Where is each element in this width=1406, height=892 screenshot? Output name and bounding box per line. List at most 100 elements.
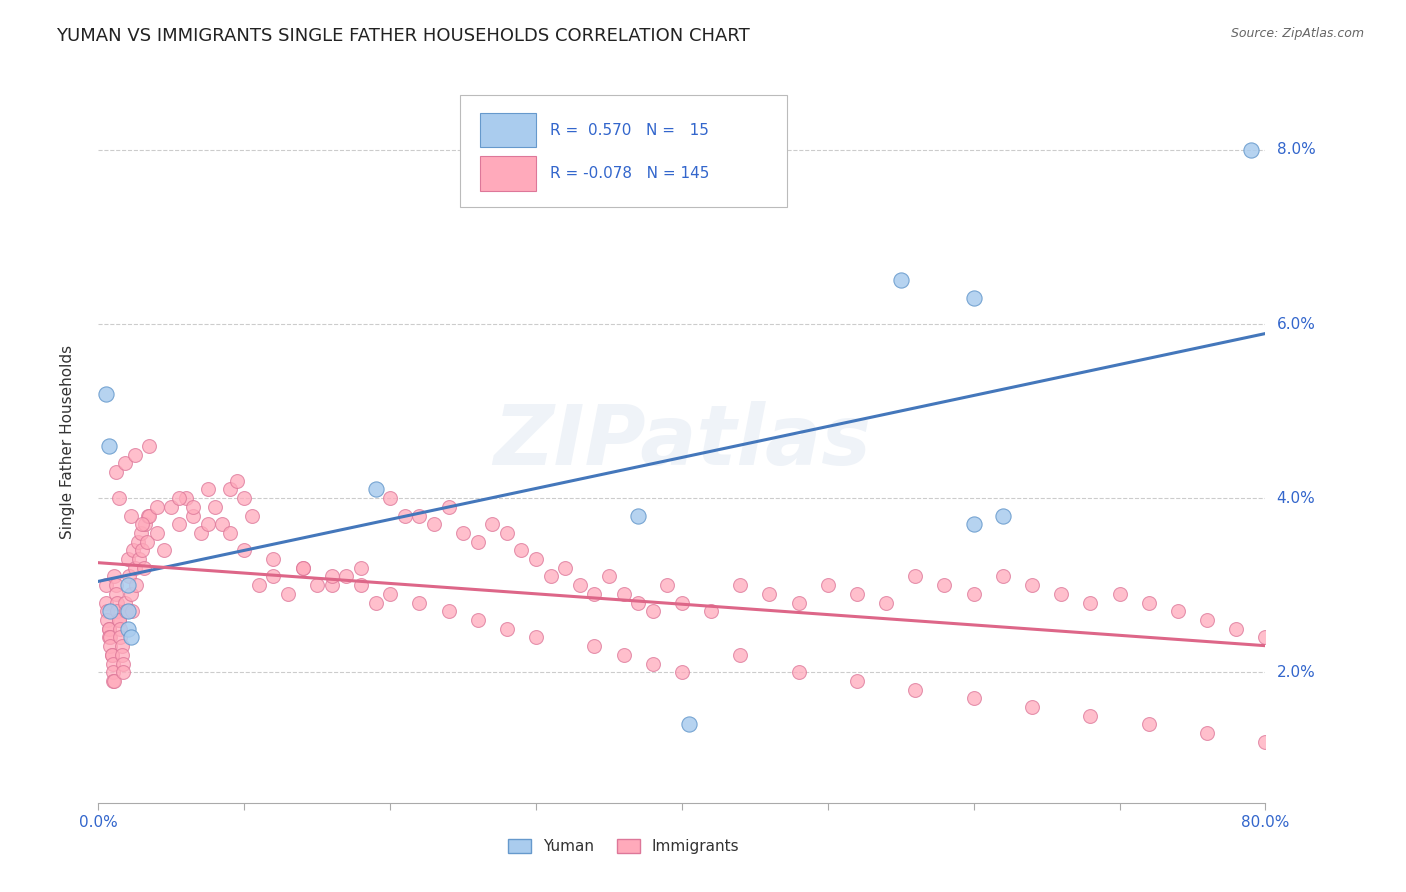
Point — [554, 561, 576, 575]
Point — [496, 622, 519, 636]
Point — [1021, 578, 1043, 592]
Point — [641, 657, 664, 671]
Point — [1021, 700, 1043, 714]
Point — [730, 578, 752, 592]
Point — [962, 291, 984, 305]
Point — [218, 525, 240, 540]
Point — [962, 691, 984, 706]
Point — [568, 578, 591, 592]
Point — [97, 622, 120, 636]
Point — [134, 517, 156, 532]
Point — [612, 587, 634, 601]
Point — [98, 639, 121, 653]
Point — [128, 552, 150, 566]
Point — [934, 578, 956, 592]
Point — [120, 587, 142, 601]
Point — [124, 561, 146, 575]
Point — [153, 543, 176, 558]
Point — [94, 596, 117, 610]
Point — [335, 569, 357, 583]
Point — [101, 665, 124, 680]
Point — [1195, 613, 1218, 627]
Point — [758, 587, 780, 601]
Point — [321, 569, 343, 583]
Point — [307, 578, 329, 592]
Point — [380, 587, 402, 601]
Point — [627, 508, 650, 523]
Point — [787, 596, 810, 610]
Point — [291, 561, 314, 575]
Point — [583, 639, 606, 653]
Point — [138, 508, 160, 523]
Point — [1240, 143, 1263, 157]
Point — [262, 569, 284, 583]
Point — [890, 273, 912, 287]
Point — [117, 604, 139, 618]
Point — [730, 648, 752, 662]
Point — [115, 604, 138, 618]
Point — [904, 682, 927, 697]
Point — [108, 613, 131, 627]
Point — [437, 500, 460, 514]
Point — [197, 483, 219, 497]
Point — [181, 500, 204, 514]
Point — [226, 474, 249, 488]
Point — [1137, 717, 1160, 731]
Point — [524, 631, 547, 645]
Point — [135, 534, 157, 549]
Point — [846, 673, 869, 688]
Point — [112, 657, 135, 671]
Point — [108, 491, 131, 505]
Point — [97, 439, 120, 453]
Point — [350, 578, 373, 592]
Point — [167, 491, 190, 505]
Point — [112, 665, 135, 680]
Text: 6.0%: 6.0% — [1277, 317, 1316, 332]
Text: YUMAN VS IMMIGRANTS SINGLE FATHER HOUSEHOLDS CORRELATION CHART: YUMAN VS IMMIGRANTS SINGLE FATHER HOUSEH… — [56, 27, 749, 45]
Text: ZIPatlas: ZIPatlas — [494, 401, 870, 482]
Point — [96, 613, 118, 627]
Point — [131, 543, 153, 558]
Point — [96, 604, 118, 618]
Point — [101, 657, 124, 671]
Point — [627, 596, 650, 610]
Point — [598, 569, 620, 583]
Point — [125, 578, 148, 592]
Point — [787, 665, 810, 680]
Point — [380, 491, 402, 505]
Point — [120, 508, 142, 523]
Point — [991, 569, 1014, 583]
Point — [1195, 726, 1218, 740]
Point — [160, 500, 183, 514]
Point — [103, 569, 125, 583]
Point — [657, 578, 679, 592]
Point — [240, 508, 263, 523]
Point — [612, 648, 634, 662]
Point — [641, 604, 664, 618]
Point — [122, 543, 145, 558]
Point — [467, 613, 489, 627]
Point — [962, 587, 984, 601]
Point — [496, 525, 519, 540]
Point — [138, 439, 160, 453]
Point — [540, 569, 562, 583]
Point — [204, 500, 226, 514]
Point — [129, 525, 152, 540]
Point — [291, 561, 314, 575]
Point — [110, 622, 132, 636]
Point — [991, 508, 1014, 523]
Text: R =  0.570   N =   15: R = 0.570 N = 15 — [550, 122, 709, 137]
Point — [1080, 596, 1102, 610]
Point — [277, 587, 299, 601]
Point — [114, 596, 136, 610]
Point — [121, 604, 143, 618]
Point — [146, 500, 169, 514]
Point — [97, 622, 120, 636]
Point — [700, 604, 723, 618]
Point — [423, 517, 446, 532]
Point — [467, 534, 489, 549]
Point — [846, 587, 869, 601]
Legend: Yuman, Immigrants: Yuman, Immigrants — [502, 833, 745, 860]
Point — [104, 578, 127, 592]
Point — [510, 543, 533, 558]
